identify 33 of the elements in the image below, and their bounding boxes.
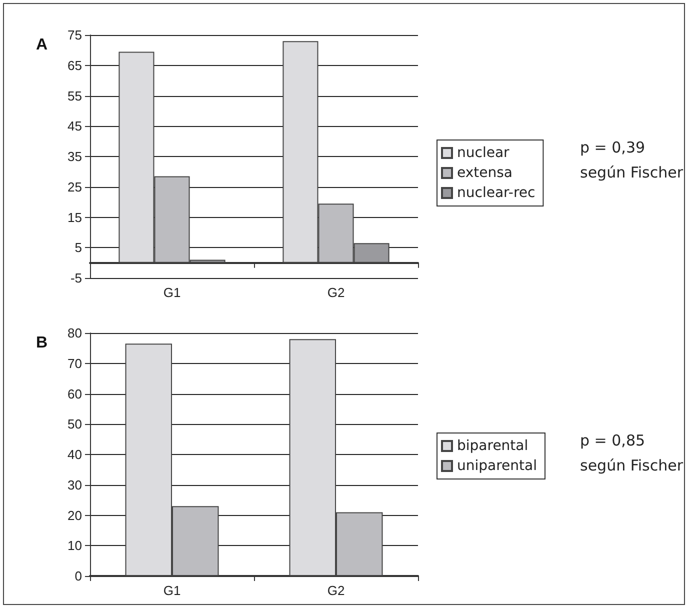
legend-label: nuclear xyxy=(457,145,510,161)
y-tick-label: -5 xyxy=(70,270,82,286)
legend-label: uniparental xyxy=(457,458,537,474)
text: según Fischer xyxy=(580,456,684,474)
y-tick-label: 75 xyxy=(68,28,82,42)
x-tick-label: G2 xyxy=(327,583,345,598)
y-tick-label: 60 xyxy=(68,386,82,402)
y-tick-label: 65 xyxy=(68,58,82,73)
y-tick-label: 55 xyxy=(68,88,82,104)
y-tick-label: 5 xyxy=(74,240,82,256)
y-tick-label: 50 xyxy=(68,416,82,432)
x-tick-label: G2 xyxy=(327,285,345,300)
y-tick-label: 30 xyxy=(68,477,82,492)
y-tick-label: 15 xyxy=(68,210,82,225)
y-tick-label: 0 xyxy=(74,568,82,584)
chart-title: A xyxy=(36,36,48,54)
text: p = 0,85 xyxy=(580,432,646,450)
legend-label: biparental xyxy=(457,438,528,454)
y-tick-label: 35 xyxy=(68,149,82,164)
y-tick-label: 20 xyxy=(68,508,82,523)
x-tick-label: G1 xyxy=(163,583,181,598)
y-tick-label: 45 xyxy=(68,118,82,134)
y-tick-label: 10 xyxy=(68,538,82,554)
y-tick-label: 70 xyxy=(68,356,82,371)
text: según Fischer xyxy=(580,164,684,182)
y-tick-label: 80 xyxy=(68,326,82,340)
x-tick-label: G1 xyxy=(163,285,181,300)
text: p = 0,39 xyxy=(580,138,646,156)
legend-label: nuclear-rec xyxy=(457,185,536,201)
y-tick-label: 25 xyxy=(68,179,82,194)
legend-label: extensa xyxy=(457,165,513,181)
y-tick-label: 40 xyxy=(68,447,82,462)
chart-title: B xyxy=(36,334,48,352)
